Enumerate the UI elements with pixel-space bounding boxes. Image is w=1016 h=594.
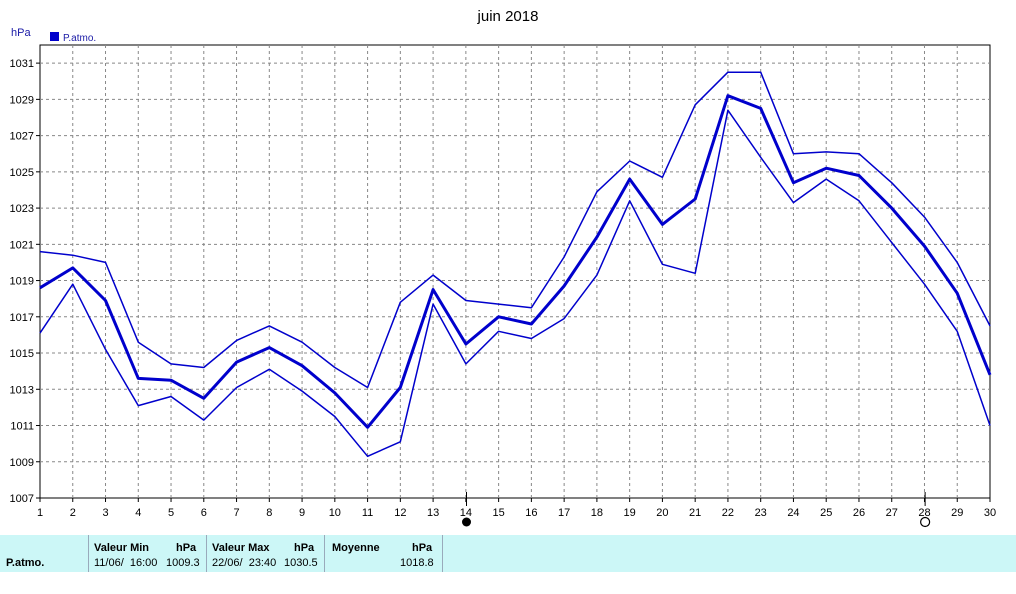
x-tick-label: 22 bbox=[722, 507, 734, 519]
mean-unit: hPa bbox=[412, 542, 433, 554]
pressure-chart: juin 2018 hPa P.atmo. 100710091011101310… bbox=[10, 8, 996, 528]
x-tick-label: 21 bbox=[689, 507, 701, 519]
x-tick-label: 11 bbox=[362, 507, 373, 519]
series-line-min bbox=[39, 109, 991, 458]
max-unit: hPa bbox=[294, 542, 315, 554]
series-line-max bbox=[39, 71, 991, 389]
x-tick-label: 4 bbox=[135, 507, 141, 519]
x-tick-label: 7 bbox=[233, 507, 239, 519]
full-moon-icon bbox=[920, 516, 931, 528]
series-line-mean bbox=[39, 94, 992, 429]
y-tick-label: 1023 bbox=[10, 203, 34, 215]
min-header: Valeur Min bbox=[94, 542, 150, 554]
stats-row-label: P.atmo. bbox=[6, 557, 45, 569]
moon-markers bbox=[462, 492, 931, 528]
max-value: 1030.5 bbox=[284, 557, 318, 569]
x-tick-label: 14 bbox=[460, 507, 472, 519]
y-tick-label: 1011 bbox=[10, 421, 34, 433]
max-date: 22/06/ 23:40 bbox=[212, 557, 277, 569]
y-tick-label: 1015 bbox=[10, 348, 34, 360]
x-tick-label: 29 bbox=[951, 507, 963, 519]
chart-title: juin 2018 bbox=[477, 8, 539, 25]
legend-label: P.atmo. bbox=[63, 33, 96, 44]
x-tick-label: 1 bbox=[37, 507, 43, 519]
y-tick-label: 1031 bbox=[10, 58, 34, 70]
y-tick-label: 1025 bbox=[10, 167, 34, 179]
y-tick-label: 1029 bbox=[10, 94, 34, 106]
y-axis-ticks: 1007 1009 1011 1013 1015 1017 1019 1021 1023 1025… bbox=[10, 58, 40, 505]
x-tick-label: 27 bbox=[886, 507, 898, 519]
x-tick-label: 25 bbox=[820, 507, 832, 519]
x-tick-label: 19 bbox=[624, 507, 636, 519]
x-tick-label: 3 bbox=[102, 507, 108, 519]
min-date: 11/06/ 16:00 bbox=[94, 557, 158, 569]
x-tick-label: 24 bbox=[787, 507, 799, 519]
statistics-bar: P.atmo. Valeur Min hPa 11/06/ 16:00 1009… bbox=[0, 535, 1016, 572]
x-tick-label: 10 bbox=[329, 507, 341, 519]
y-tick-label: 1007 bbox=[10, 493, 34, 505]
x-tick-label: 9 bbox=[299, 507, 305, 519]
x-tick-label: 5 bbox=[168, 507, 174, 519]
x-tick-label: 30 bbox=[984, 507, 996, 519]
x-tick-label: 26 bbox=[853, 507, 865, 519]
y-tick-label: 1021 bbox=[10, 239, 34, 251]
min-unit: hPa bbox=[176, 542, 197, 554]
y-tick-label: 1013 bbox=[10, 384, 34, 396]
y-tick-label: 1009 bbox=[10, 457, 34, 469]
x-tick-label: 16 bbox=[525, 507, 537, 519]
x-tick-label: 6 bbox=[201, 507, 207, 519]
x-tick-label: 12 bbox=[394, 507, 406, 519]
mean-value: 1018.8 bbox=[400, 557, 434, 569]
y-tick-label: 1027 bbox=[10, 131, 34, 143]
x-tick-label: 18 bbox=[591, 507, 603, 519]
new-moon-icon bbox=[462, 517, 471, 527]
series-lines bbox=[39, 71, 992, 458]
mean-header: Moyenne bbox=[332, 542, 380, 554]
legend-swatch bbox=[50, 32, 59, 41]
x-tick-label: 17 bbox=[558, 507, 570, 519]
max-header: Valeur Max bbox=[212, 542, 270, 554]
x-tick-label: 15 bbox=[492, 507, 504, 519]
x-tick-label: 8 bbox=[266, 507, 272, 519]
grid-lines bbox=[40, 45, 990, 498]
x-tick-label: 13 bbox=[427, 507, 439, 519]
y-tick-label: 1019 bbox=[10, 276, 34, 288]
plot-area bbox=[39, 44, 991, 499]
x-tick-label: 20 bbox=[656, 507, 668, 519]
min-value: 1009.3 bbox=[166, 557, 200, 569]
x-axis-ticks: 1 2 3 4 5 6 7 8 9 10 11 12 13 14 15 16 17 18 19 20 21 22 23 24 2… bbox=[37, 498, 996, 519]
x-tick-label: 2 bbox=[70, 507, 76, 519]
y-tick-label: 1017 bbox=[10, 312, 34, 324]
y-axis-unit: hPa bbox=[11, 27, 31, 39]
x-tick-label: 28 bbox=[918, 507, 930, 519]
x-tick-label: 23 bbox=[755, 507, 767, 519]
